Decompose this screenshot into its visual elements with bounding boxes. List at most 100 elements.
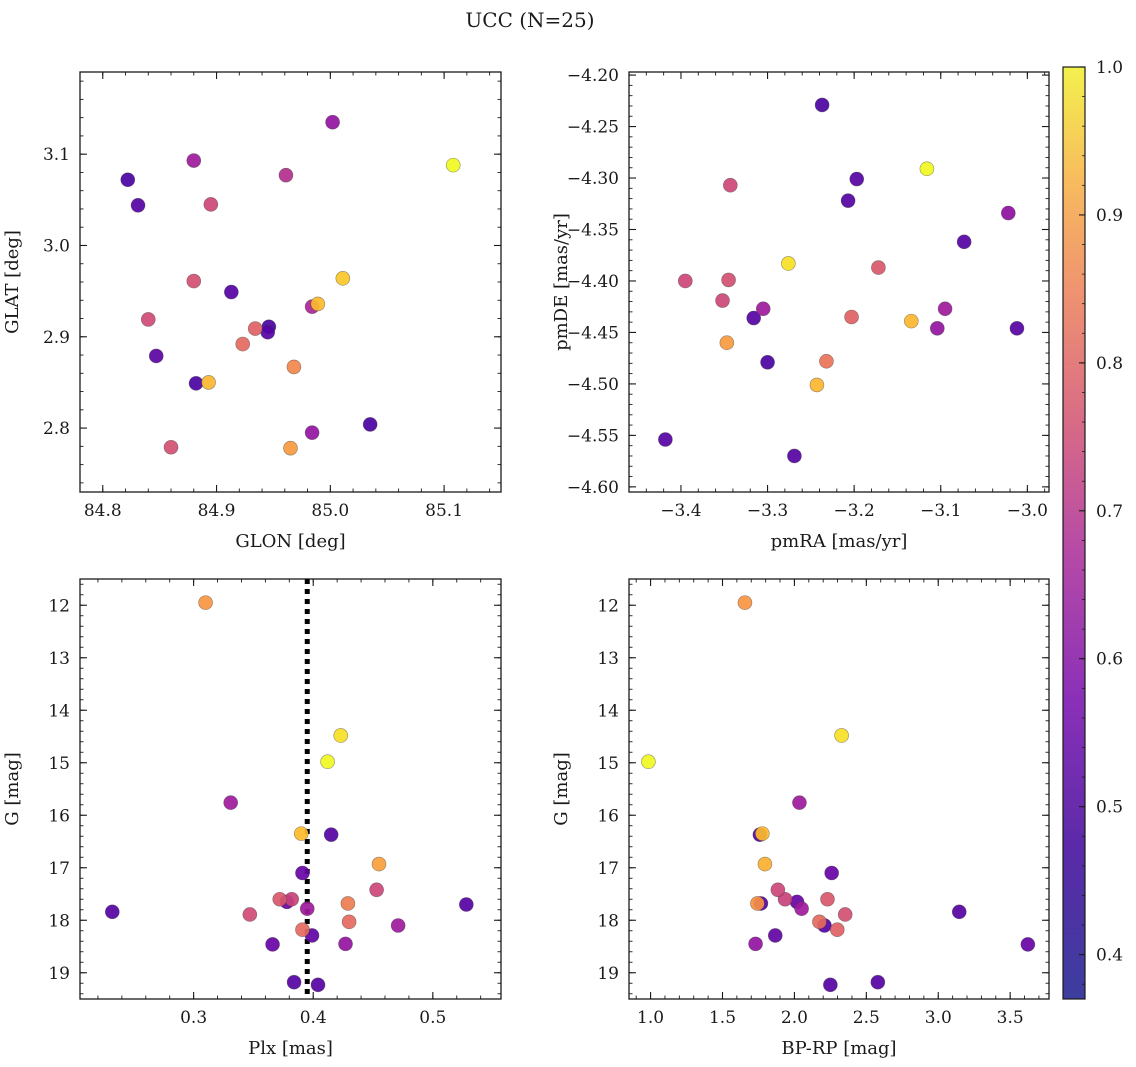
data-point	[760, 354, 775, 370]
data-point	[325, 114, 340, 130]
data-point	[320, 754, 335, 770]
data-point	[840, 193, 856, 208]
data-point	[837, 907, 853, 922]
x-tick-label: −3.0	[1007, 501, 1048, 521]
colorbar-ticks: 0.4 0.5 0.6 0.7 0.8 0.9 1.0	[1079, 58, 1123, 985]
data-point	[104, 904, 120, 920]
data-point	[286, 974, 302, 990]
data-point	[721, 272, 736, 288]
x-tick-label: 3.0	[925, 1008, 952, 1028]
y-tick-label: 16	[48, 806, 70, 826]
data-point	[819, 353, 834, 369]
data-point	[677, 273, 693, 289]
data-point	[338, 936, 353, 952]
y-tick-label: 3.1	[43, 145, 70, 165]
x-tick-label: −3.4	[660, 501, 701, 521]
data-point	[824, 865, 839, 881]
data-point	[186, 153, 202, 168]
x-axis-label: pmRA [mas/yr]	[771, 531, 908, 552]
data-point	[820, 891, 835, 907]
data-point	[1009, 321, 1025, 336]
colorbar-tick-label: 0.4	[1096, 946, 1123, 966]
data-point	[293, 826, 309, 841]
panel-1: 84.8 84.9 85.0 85.1 2.8 2.9 3.0 3.1 GLON [deg] GL…	[2, 71, 502, 552]
data-point	[235, 336, 251, 352]
data-point	[295, 865, 310, 881]
data-point	[849, 171, 865, 187]
y-tick-label: −4.40	[567, 272, 619, 292]
x-tick-label: −3.2	[834, 501, 875, 521]
x-tick-label: 0.3	[180, 1008, 207, 1028]
data-point	[295, 922, 310, 938]
x-tick-label: 0.4	[300, 1008, 327, 1028]
data-point	[812, 914, 827, 930]
colorbar-tick-label: 0.5	[1096, 798, 1123, 818]
y-tick-label: −4.20	[567, 66, 619, 86]
data-point	[362, 417, 378, 432]
figure-title: UCC (N=25)	[465, 8, 594, 32]
data-point	[242, 907, 258, 922]
panel-2-frame	[628, 71, 1050, 493]
y-tick-label: 16	[597, 806, 619, 826]
data-point	[323, 827, 339, 842]
y-tick-label: 15	[48, 754, 70, 774]
data-point	[390, 918, 406, 933]
data-point	[956, 234, 972, 250]
x-tick-label: 84.9	[198, 501, 236, 521]
y-tick-label: 12	[48, 596, 70, 616]
x-tick-label: 2.0	[781, 1008, 808, 1028]
data-point	[658, 432, 673, 447]
data-point	[310, 977, 326, 993]
x-tick-label: 1.0	[637, 1008, 664, 1028]
data-point	[746, 310, 762, 326]
data-point	[829, 922, 845, 938]
data-point	[757, 856, 773, 872]
colorbar-tick-label: 0.7	[1096, 502, 1123, 522]
y-tick-label: 17	[48, 859, 70, 879]
y-tick-label: 12	[597, 596, 619, 616]
data-point	[748, 936, 763, 952]
x-tick-label: 2.5	[853, 1008, 880, 1028]
data-point	[781, 256, 796, 271]
data-point	[814, 97, 830, 113]
y-tick-label: 3.0	[43, 236, 70, 256]
data-point	[333, 728, 349, 743]
y-tick-label: −4.45	[567, 323, 619, 343]
data-point	[459, 897, 474, 912]
data-point	[341, 914, 357, 930]
data-point	[937, 301, 953, 317]
data-point	[310, 296, 326, 312]
data-point	[186, 273, 202, 289]
data-point	[286, 359, 302, 375]
data-point	[844, 309, 859, 325]
x-tick-label: −3.3	[747, 501, 788, 521]
panel-3: 0.3 0.4 0.5 12 13 14 15 16 17 18 19 Plx [mas] G [mag…	[2, 578, 502, 1059]
y-tick-label: 14	[48, 701, 70, 721]
data-point	[201, 375, 216, 390]
data-point	[369, 882, 384, 898]
data-point	[904, 313, 919, 329]
subplots: 84.8 84.9 85.0 85.1 2.8 2.9 3.0 3.1 GLON [deg] GL…	[2, 66, 1050, 1059]
data-point	[834, 728, 849, 743]
y-tick-label: 18	[48, 911, 70, 931]
y-axis-label: pmDE [mas/yr]	[551, 213, 572, 351]
y-tick-label: 14	[597, 701, 619, 721]
data-point	[737, 595, 753, 610]
y-tick-label: 18	[597, 911, 619, 931]
x-axis-label: GLON [deg]	[235, 531, 345, 552]
data-point	[335, 271, 351, 286]
panel-1-frame	[79, 71, 502, 493]
data-point	[641, 754, 656, 770]
panel-2: −3.4 −3.3 −3.2 −3.1 −3.0 −4.60 −4.55 −4.50 −4.45…	[551, 66, 1050, 552]
data-point	[719, 335, 735, 351]
y-tick-label: 2.9	[43, 328, 70, 348]
data-point	[265, 937, 280, 952]
data-point	[919, 161, 935, 177]
x-tick-label: 1.5	[709, 1008, 736, 1028]
x-tick-label: 84.8	[84, 501, 122, 521]
colorbar-tick-label: 0.8	[1096, 354, 1123, 374]
data-point	[1020, 937, 1036, 952]
data-point	[1000, 205, 1016, 221]
y-tick-label: 13	[597, 649, 619, 669]
